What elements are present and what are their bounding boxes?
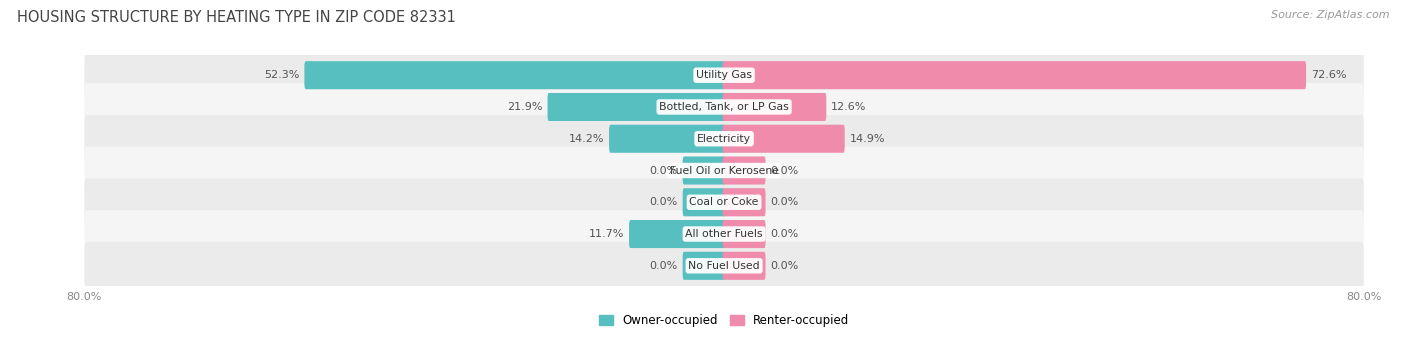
FancyBboxPatch shape <box>723 220 765 248</box>
Text: HOUSING STRUCTURE BY HEATING TYPE IN ZIP CODE 82331: HOUSING STRUCTURE BY HEATING TYPE IN ZIP… <box>17 10 456 25</box>
Text: 0.0%: 0.0% <box>650 261 678 271</box>
FancyBboxPatch shape <box>683 157 725 184</box>
Text: 14.2%: 14.2% <box>568 134 605 144</box>
Text: Bottled, Tank, or LP Gas: Bottled, Tank, or LP Gas <box>659 102 789 112</box>
Text: 0.0%: 0.0% <box>650 165 678 176</box>
FancyBboxPatch shape <box>723 93 827 121</box>
FancyBboxPatch shape <box>305 61 725 89</box>
FancyBboxPatch shape <box>84 147 1364 194</box>
FancyBboxPatch shape <box>723 157 765 184</box>
Text: Electricity: Electricity <box>697 134 751 144</box>
Text: 21.9%: 21.9% <box>508 102 543 112</box>
Text: No Fuel Used: No Fuel Used <box>689 261 759 271</box>
Text: Source: ZipAtlas.com: Source: ZipAtlas.com <box>1271 10 1389 20</box>
FancyBboxPatch shape <box>547 93 725 121</box>
FancyBboxPatch shape <box>84 242 1364 290</box>
FancyBboxPatch shape <box>84 51 1364 99</box>
Text: 0.0%: 0.0% <box>770 197 799 207</box>
FancyBboxPatch shape <box>723 188 765 216</box>
FancyBboxPatch shape <box>609 125 725 153</box>
FancyBboxPatch shape <box>84 178 1364 226</box>
Text: 72.6%: 72.6% <box>1310 70 1347 80</box>
Text: 52.3%: 52.3% <box>264 70 299 80</box>
FancyBboxPatch shape <box>628 220 725 248</box>
Text: Utility Gas: Utility Gas <box>696 70 752 80</box>
Text: 0.0%: 0.0% <box>770 165 799 176</box>
Legend: Owner-occupied, Renter-occupied: Owner-occupied, Renter-occupied <box>593 309 855 331</box>
Text: 11.7%: 11.7% <box>589 229 624 239</box>
Text: 0.0%: 0.0% <box>770 229 799 239</box>
Text: Fuel Oil or Kerosene: Fuel Oil or Kerosene <box>669 165 779 176</box>
Text: 12.6%: 12.6% <box>831 102 866 112</box>
FancyBboxPatch shape <box>723 61 1306 89</box>
FancyBboxPatch shape <box>683 252 725 280</box>
FancyBboxPatch shape <box>84 210 1364 258</box>
FancyBboxPatch shape <box>723 252 765 280</box>
FancyBboxPatch shape <box>723 125 845 153</box>
FancyBboxPatch shape <box>84 83 1364 131</box>
Text: All other Fuels: All other Fuels <box>685 229 763 239</box>
Text: Coal or Coke: Coal or Coke <box>689 197 759 207</box>
FancyBboxPatch shape <box>683 188 725 216</box>
Text: 14.9%: 14.9% <box>849 134 886 144</box>
FancyBboxPatch shape <box>84 115 1364 163</box>
Text: 0.0%: 0.0% <box>770 261 799 271</box>
Text: 0.0%: 0.0% <box>650 197 678 207</box>
